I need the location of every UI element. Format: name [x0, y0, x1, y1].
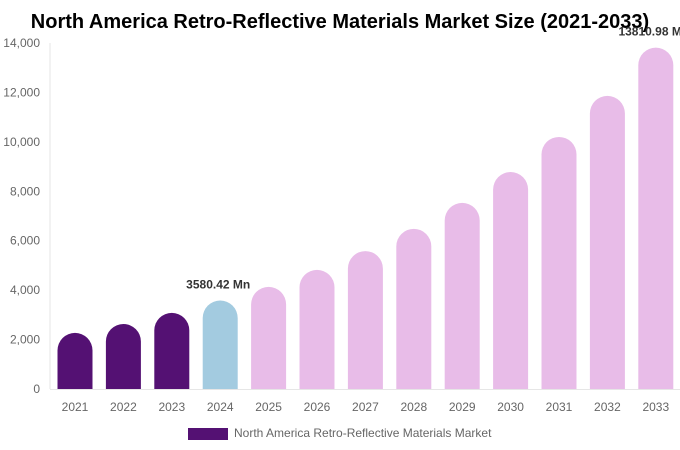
x-tick-label: 2028 — [400, 400, 427, 414]
bar-2021[interactable] — [57, 332, 93, 389]
bar-2032[interactable] — [589, 95, 625, 389]
bar-2024[interactable] — [202, 300, 238, 389]
bar-2033[interactable] — [638, 47, 674, 389]
x-tick-label: 2033 — [642, 400, 669, 414]
bar-2028[interactable] — [396, 228, 432, 389]
x-tick-label: 2029 — [449, 400, 476, 414]
x-tick-label: 2022 — [110, 400, 137, 414]
bar-2031[interactable] — [541, 136, 577, 389]
data-label: 13810.98 Mn — [618, 25, 680, 39]
x-tick-label: 2032 — [594, 400, 621, 414]
y-tick-label: 4,000 — [10, 283, 40, 297]
y-tick-label: 2,000 — [10, 333, 40, 347]
legend-label[interactable]: North America Retro-Reflective Materials… — [234, 426, 492, 440]
chart-title: North America Retro-Reflective Materials… — [31, 11, 649, 33]
x-tick-label: 2021 — [62, 400, 89, 414]
x-tick-label: 2027 — [352, 400, 379, 414]
bar-2030[interactable] — [493, 172, 529, 389]
y-tick-label: 0 — [33, 382, 40, 396]
y-tick-label: 6,000 — [10, 234, 40, 248]
bar-2023[interactable] — [154, 312, 190, 389]
x-tick-label: 2025 — [255, 400, 282, 414]
x-tick-label: 2024 — [207, 400, 234, 414]
bar-2025[interactable] — [251, 286, 287, 389]
y-tick-label: 14,000 — [3, 36, 40, 50]
bar-2027[interactable] — [347, 251, 383, 389]
bar-2029[interactable] — [444, 202, 480, 389]
x-tick-label: 2031 — [546, 400, 573, 414]
y-tick-label: 8,000 — [10, 184, 40, 198]
bar-2026[interactable] — [299, 269, 335, 389]
bar-2022[interactable] — [105, 324, 141, 389]
y-tick-label: 10,000 — [3, 135, 40, 149]
y-tick-label: 12,000 — [3, 85, 40, 99]
legend-swatch — [188, 428, 228, 440]
x-tick-label: 2030 — [497, 400, 524, 414]
data-label: 3580.42 Mn — [186, 278, 250, 292]
x-tick-label: 2026 — [304, 400, 331, 414]
x-tick-label: 2023 — [158, 400, 185, 414]
